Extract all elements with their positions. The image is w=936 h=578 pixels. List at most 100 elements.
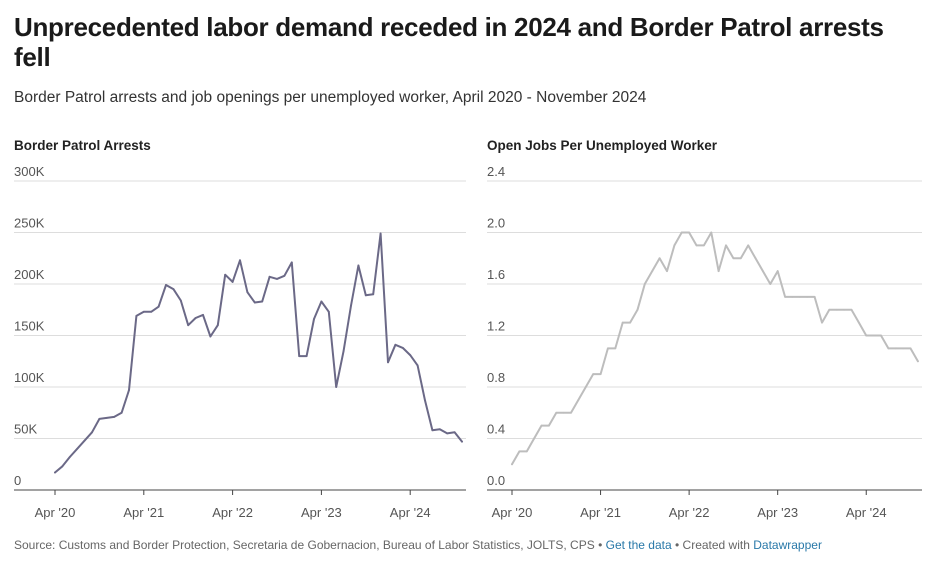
separator: •: [594, 538, 606, 552]
arrests-data-point: [387, 361, 389, 364]
chart-title: Unprecedented labor demand receded in 20…: [14, 12, 884, 72]
arrests-data-point: [290, 261, 293, 264]
jobs-data-point: [607, 347, 609, 350]
arrests-data-point: [320, 300, 323, 303]
arrests-data-point: [128, 389, 130, 391]
jobs-data-point: [747, 244, 750, 247]
arrests-data-point: [342, 350, 345, 352]
jobs-data-point: [599, 373, 602, 376]
jobs-data-point: [835, 308, 838, 311]
jobs-data-point: [548, 424, 550, 427]
arrests-data-point: [372, 293, 375, 296]
jobs-data-point: [798, 295, 801, 298]
arrests-data-point: [446, 432, 449, 435]
arrests-data-point: [379, 232, 382, 235]
arrests-x-tick-label: Apr '24: [390, 505, 431, 520]
jobs-series-line: [511, 231, 919, 466]
arrests-data-point: [83, 439, 86, 442]
jobs-data-point: [584, 386, 587, 388]
arrests-x-tick-label: Apr '23: [301, 505, 342, 520]
jobs-data-point: [754, 257, 757, 260]
arrests-data-point: [261, 300, 264, 303]
jobs-x-tick-label: Apr '20: [492, 505, 533, 520]
arrests-data-point: [172, 288, 175, 291]
arrests-data-point: [424, 399, 426, 402]
jobs-data-point: [621, 321, 624, 324]
jobs-y-tick-label: 1.2: [487, 319, 505, 334]
jobs-y-tick-label: 2.4: [487, 164, 505, 179]
jobs-data-point: [651, 270, 654, 273]
arrests-data-point: [298, 355, 301, 357]
jobs-y-tick-label: 0.4: [487, 422, 505, 437]
arrests-data-point: [135, 315, 138, 317]
jobs-data-point: [658, 257, 661, 260]
arrests-data-point: [283, 274, 286, 277]
arrests-data-point: [216, 324, 219, 327]
arrests-data-point: [335, 386, 338, 388]
arrests-data-point: [416, 364, 419, 367]
arrests-data-point: [305, 355, 308, 357]
arrests-data-point: [68, 456, 71, 458]
jobs-data-point: [732, 257, 735, 260]
arrests-data-point: [54, 471, 56, 474]
arrests-data-point: [142, 310, 145, 313]
jobs-data-point: [614, 347, 617, 350]
arrests-data-point: [438, 428, 441, 431]
get-data-link[interactable]: Get the data: [605, 538, 672, 552]
jobs-data-point: [636, 308, 639, 311]
jobs-x-tick-label: Apr '22: [669, 505, 710, 520]
jobs-data-point: [540, 424, 543, 427]
source-text: Source: Customs and Border Protection, S…: [14, 538, 595, 552]
jobs-data-point: [629, 321, 631, 324]
jobs-data-point: [725, 244, 727, 247]
arrests-data-point: [179, 299, 182, 302]
arrests-data-point: [105, 417, 108, 419]
jobs-data-point: [717, 270, 720, 273]
arrests-y-tick-label: 150K: [14, 319, 45, 334]
jobs-data-point: [643, 283, 646, 285]
arrests-y-tick-label: 0: [14, 473, 21, 488]
arrests-data-point: [187, 324, 190, 327]
panel-title-jobs: Open Jobs Per Unemployed Worker: [487, 138, 718, 153]
jobs-data-point: [902, 347, 905, 350]
arrests-data-point: [231, 281, 234, 283]
arrests-data-point: [350, 304, 352, 307]
arrests-data-point: [431, 429, 434, 432]
arrests-data-point: [401, 346, 404, 349]
jobs-data-point: [739, 257, 742, 260]
arrests-data-point: [76, 447, 79, 450]
jobs-data-point: [909, 347, 912, 350]
jobs-data-point: [791, 295, 794, 298]
jobs-data-point: [666, 270, 668, 273]
arrests-data-point: [313, 318, 315, 320]
jobs-data-point: [570, 411, 572, 414]
arrests-y-tick-label: 50K: [14, 422, 37, 437]
arrests-y-tick-label: 200K: [14, 267, 45, 282]
arrests-series-line: [54, 232, 463, 474]
arrests-data-point: [165, 284, 167, 286]
jobs-x-tick-label: Apr '24: [846, 505, 887, 520]
arrests-data-point: [98, 418, 101, 420]
jobs-x-tick-label: Apr '23: [757, 505, 798, 520]
arrests-data-point: [268, 275, 271, 278]
arrests-data-point: [453, 431, 456, 434]
jobs-data-point: [843, 308, 845, 311]
arrests-x-tick-label: Apr '20: [35, 505, 76, 520]
arrests-data-point: [357, 264, 360, 267]
jobs-data-point: [592, 373, 595, 376]
jobs-y-tick-label: 2.0: [487, 216, 505, 231]
jobs-data-point: [894, 347, 897, 350]
jobs-data-point: [710, 231, 713, 234]
datawrapper-link[interactable]: Datawrapper: [753, 538, 822, 552]
jobs-data-point: [828, 308, 831, 311]
jobs-data-point: [784, 295, 786, 298]
jobs-data-point: [525, 450, 528, 453]
arrests-y-tick-label: 300K: [14, 164, 45, 179]
arrests-data-point: [150, 310, 153, 313]
jobs-data-point: [865, 334, 868, 337]
arrests-data-point: [209, 335, 212, 338]
jobs-data-point: [533, 437, 536, 440]
jobs-y-tick-label: 0.0: [487, 473, 505, 488]
